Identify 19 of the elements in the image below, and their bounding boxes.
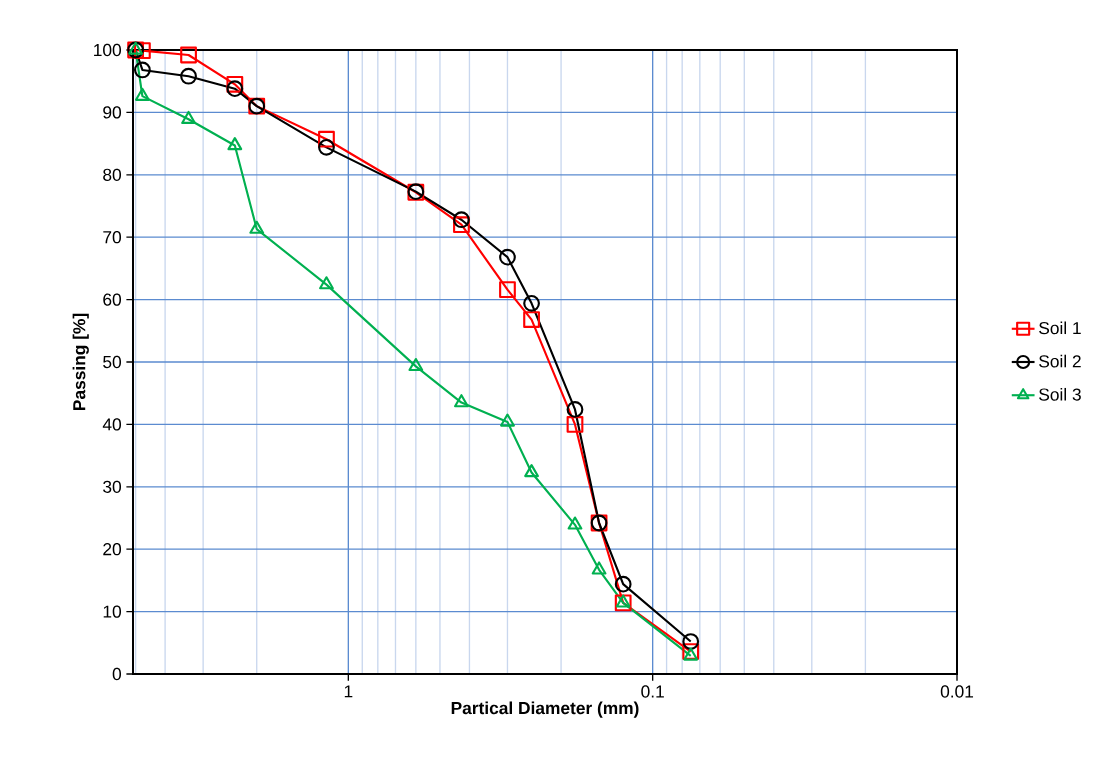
y-tick-label: 0	[112, 667, 122, 681]
x-tick-label: 0.01	[940, 685, 974, 698]
y-tick-label: 40	[102, 418, 122, 431]
y-tick-label: 100	[94, 43, 122, 57]
y-tick-label: 30	[103, 480, 122, 493]
x-axis-title: Partical Diameter (mm)	[451, 701, 639, 718]
y-tick-label: 80	[103, 168, 122, 181]
x-tick-label: 1	[344, 685, 353, 698]
y-axis-title: Passing [%]	[72, 313, 89, 410]
y-tick-label: 20	[103, 543, 122, 556]
x-tick-label: 0.1	[641, 685, 664, 698]
legend-label: Soil 3	[1039, 387, 1081, 401]
y-tick-label: 90	[103, 106, 122, 119]
y-tick-label: 70	[103, 231, 122, 244]
y-tick-label: 10	[103, 605, 122, 618]
y-tick-label: 60	[103, 293, 122, 306]
legend-label: Soil 2	[1039, 354, 1081, 368]
y-tick-label: 50	[103, 355, 122, 369]
legend-label: Soil 1	[1039, 321, 1081, 335]
